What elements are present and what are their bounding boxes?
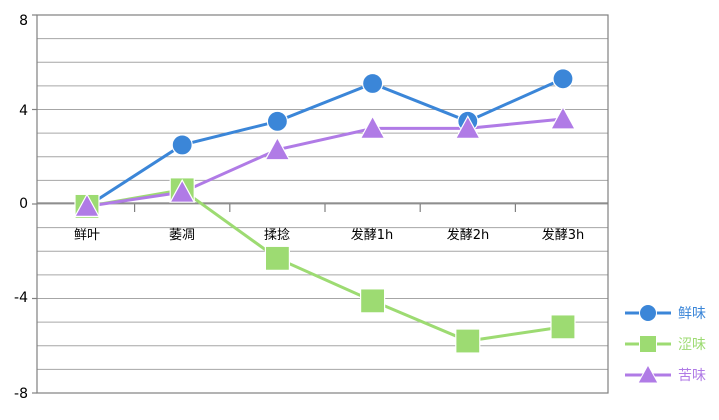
data-point-circle xyxy=(362,72,384,95)
x-category-label: 鲜叶 xyxy=(74,228,100,243)
x-category-label: 萎凋 xyxy=(169,228,195,243)
data-point-triangle xyxy=(264,136,291,161)
data-point-triangle xyxy=(549,105,577,130)
y-tick-label: 8 xyxy=(19,13,28,29)
series-line-1 xyxy=(86,188,564,343)
y-tick-label: 4 xyxy=(19,103,28,119)
x-category-label: 发酵2h xyxy=(447,227,490,243)
data-point-circle xyxy=(171,134,193,156)
data-point-triangle xyxy=(454,115,481,139)
x-category-label: 揉捻 xyxy=(264,228,290,243)
legend-entry-kuwei: 苦味 xyxy=(625,363,706,384)
plot-area-frame xyxy=(36,14,609,394)
series-line-0 xyxy=(86,77,564,208)
y-tick-label: -4 xyxy=(14,290,28,306)
data-point-circle xyxy=(266,110,288,132)
data-point-square xyxy=(264,245,290,271)
legend-marker-triangle-icon xyxy=(637,363,659,384)
data-point-square xyxy=(455,328,481,354)
x-category-labels: 鲜叶 萎凋 揉捻 发酵1h 发酵2h 发酵3h xyxy=(74,227,584,243)
x-category-label: 发酵1h xyxy=(351,227,394,243)
legend-entry-sewei: 涩味 xyxy=(625,335,706,353)
data-point-triangle xyxy=(73,193,101,217)
legend-label-kuwei: 苦味 xyxy=(678,368,706,384)
data-point-triangle xyxy=(169,178,196,203)
grid-lines xyxy=(32,14,608,394)
x-category-label: 发酵3h xyxy=(542,227,585,243)
data-point-square xyxy=(360,288,386,314)
series-layer xyxy=(73,68,577,354)
y-tick-label: 0 xyxy=(19,196,28,212)
data-point-triangle xyxy=(359,115,386,139)
legend-marker-square-icon xyxy=(639,335,657,353)
data-point-circle xyxy=(552,68,574,90)
y-tick-labels: 8 4 0 -4 -8 xyxy=(14,13,28,402)
series-line-2 xyxy=(86,117,564,208)
data-point-square xyxy=(550,314,576,340)
legend-marker-circle-icon xyxy=(639,304,657,322)
legend-label-xianwei: 鲜味 xyxy=(678,306,706,322)
legend: 鲜味 涩味 苦味 xyxy=(625,304,706,384)
legend-entry-xianwei: 鲜味 xyxy=(625,304,706,322)
y-tick-label: -8 xyxy=(14,386,28,402)
legend-label-sewei: 涩味 xyxy=(678,337,706,353)
